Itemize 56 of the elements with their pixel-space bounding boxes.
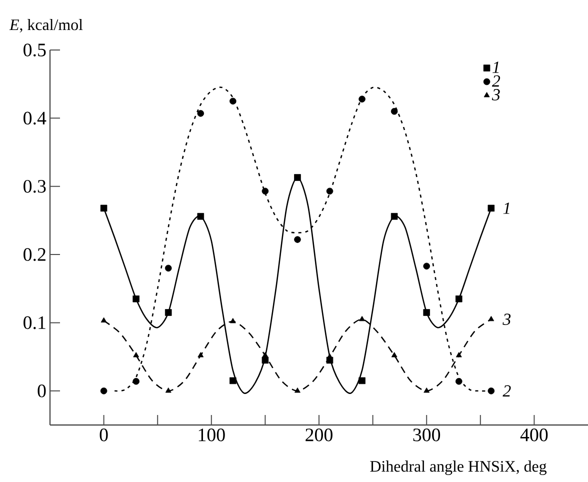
series-label: 3 bbox=[502, 314, 511, 326]
point bbox=[262, 356, 269, 364]
point bbox=[133, 352, 140, 358]
point bbox=[198, 352, 204, 358]
y-axis-title: E, kcal/mol bbox=[9, 18, 83, 32]
point bbox=[132, 295, 140, 302]
point bbox=[164, 264, 172, 272]
x-tick-label: 0 bbox=[100, 428, 108, 442]
point bbox=[358, 96, 366, 102]
point bbox=[132, 378, 140, 385]
series-label: 1 bbox=[503, 202, 510, 214]
x-tick-label: 100 bbox=[198, 428, 225, 442]
y-tick-label: 0.5 bbox=[24, 44, 46, 56]
point bbox=[488, 388, 495, 394]
point bbox=[359, 316, 366, 322]
point bbox=[423, 309, 430, 316]
point bbox=[326, 188, 334, 195]
series-label: 2 bbox=[502, 385, 511, 397]
point bbox=[455, 295, 462, 302]
x-tick-label: 200 bbox=[306, 428, 332, 442]
point bbox=[100, 388, 108, 394]
point bbox=[390, 212, 398, 220]
point bbox=[100, 204, 108, 212]
y-tick-label: 0 bbox=[38, 384, 46, 398]
point bbox=[164, 309, 172, 316]
point bbox=[456, 352, 462, 358]
point bbox=[197, 212, 204, 220]
y-tick-label: 0.4 bbox=[24, 112, 46, 125]
y-tick-label: 0.3 bbox=[24, 180, 46, 193]
point bbox=[455, 378, 462, 385]
point bbox=[197, 110, 204, 117]
point bbox=[230, 377, 236, 384]
point bbox=[423, 262, 430, 270]
legend-label: 3 bbox=[492, 89, 500, 100]
point bbox=[424, 388, 430, 393]
point bbox=[358, 377, 366, 384]
x-axis-title: Dihedral angle HNSiX, deg bbox=[370, 460, 547, 476]
legend-label: 2 bbox=[492, 75, 500, 87]
point bbox=[294, 174, 301, 181]
point bbox=[390, 108, 398, 115]
point bbox=[294, 388, 300, 393]
x-tick-label: 300 bbox=[413, 428, 440, 442]
point bbox=[165, 388, 172, 393]
point bbox=[100, 317, 107, 322]
y-tick-label: 0.1 bbox=[24, 316, 46, 330]
legend-label: 1 bbox=[492, 62, 499, 73]
point bbox=[230, 318, 236, 324]
point bbox=[294, 236, 301, 243]
x-tick-label: 400 bbox=[520, 428, 548, 442]
point bbox=[262, 352, 268, 358]
point bbox=[262, 188, 269, 195]
point bbox=[391, 352, 398, 358]
y-tick-label: 0.2 bbox=[24, 248, 46, 261]
point bbox=[230, 98, 236, 105]
point bbox=[488, 204, 495, 212]
point bbox=[488, 316, 494, 322]
